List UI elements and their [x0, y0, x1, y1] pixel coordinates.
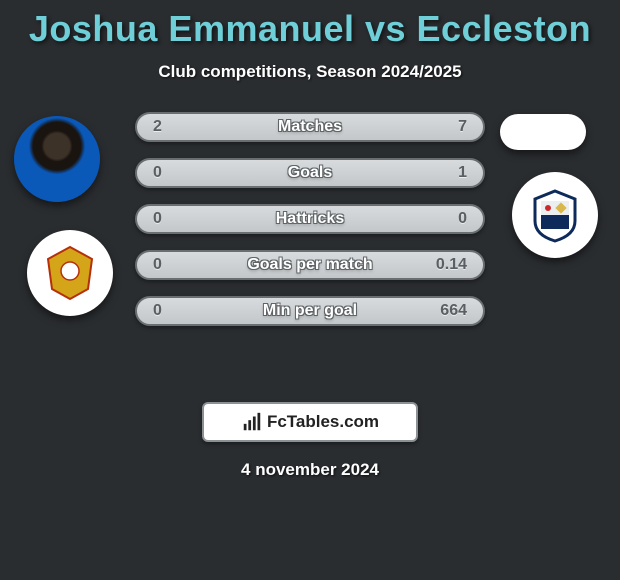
stat-label: Min per goal: [263, 302, 357, 320]
stat-left-value: 0: [153, 302, 162, 320]
comparison-card: Joshua Emmanuel vs Eccleston Club compet…: [0, 0, 620, 480]
stat-left-value: 0: [153, 210, 162, 228]
player2-club-badge: [512, 172, 598, 258]
source-badge[interactable]: FcTables.com: [202, 402, 418, 442]
stat-label: Matches: [278, 118, 342, 136]
stat-row-matches: 2 Matches 7: [135, 112, 485, 142]
stat-row-goals-per-match: 0 Goals per match 0.14: [135, 250, 485, 280]
stat-row-hattricks: 0 Hattricks 0: [135, 204, 485, 234]
stat-right-value: 1: [458, 164, 467, 182]
stats-list: 2 Matches 7 0 Goals 1 0 Hattricks 0 0 Go…: [135, 112, 485, 326]
club-badge-icon: [525, 185, 585, 245]
stat-row-goals: 0 Goals 1: [135, 158, 485, 188]
player2-avatar: [500, 114, 586, 150]
page-title: Joshua Emmanuel vs Eccleston: [0, 8, 620, 50]
player1-avatar: [14, 116, 100, 202]
stat-label: Goals: [288, 164, 332, 182]
stat-right-value: 664: [440, 302, 467, 320]
stat-left-value: 0: [153, 164, 162, 182]
comparison-body: 2 Matches 7 0 Goals 1 0 Hattricks 0 0 Go…: [0, 112, 620, 362]
stat-right-value: 0: [458, 210, 467, 228]
chart-icon: [241, 411, 263, 433]
stat-left-value: 0: [153, 256, 162, 274]
stat-right-value: 0.14: [436, 256, 467, 274]
club-badge-icon: [40, 243, 100, 303]
stat-left-value: 2: [153, 118, 162, 136]
player1-club-badge: [27, 230, 113, 316]
stat-label: Hattricks: [276, 210, 344, 228]
source-brand: FcTables.com: [267, 412, 379, 432]
stat-row-min-per-goal: 0 Min per goal 664: [135, 296, 485, 326]
page-subtitle: Club competitions, Season 2024/2025: [0, 62, 620, 82]
footer-date: 4 november 2024: [0, 460, 620, 480]
stat-label: Goals per match: [247, 256, 372, 274]
stat-right-value: 7: [458, 118, 467, 136]
